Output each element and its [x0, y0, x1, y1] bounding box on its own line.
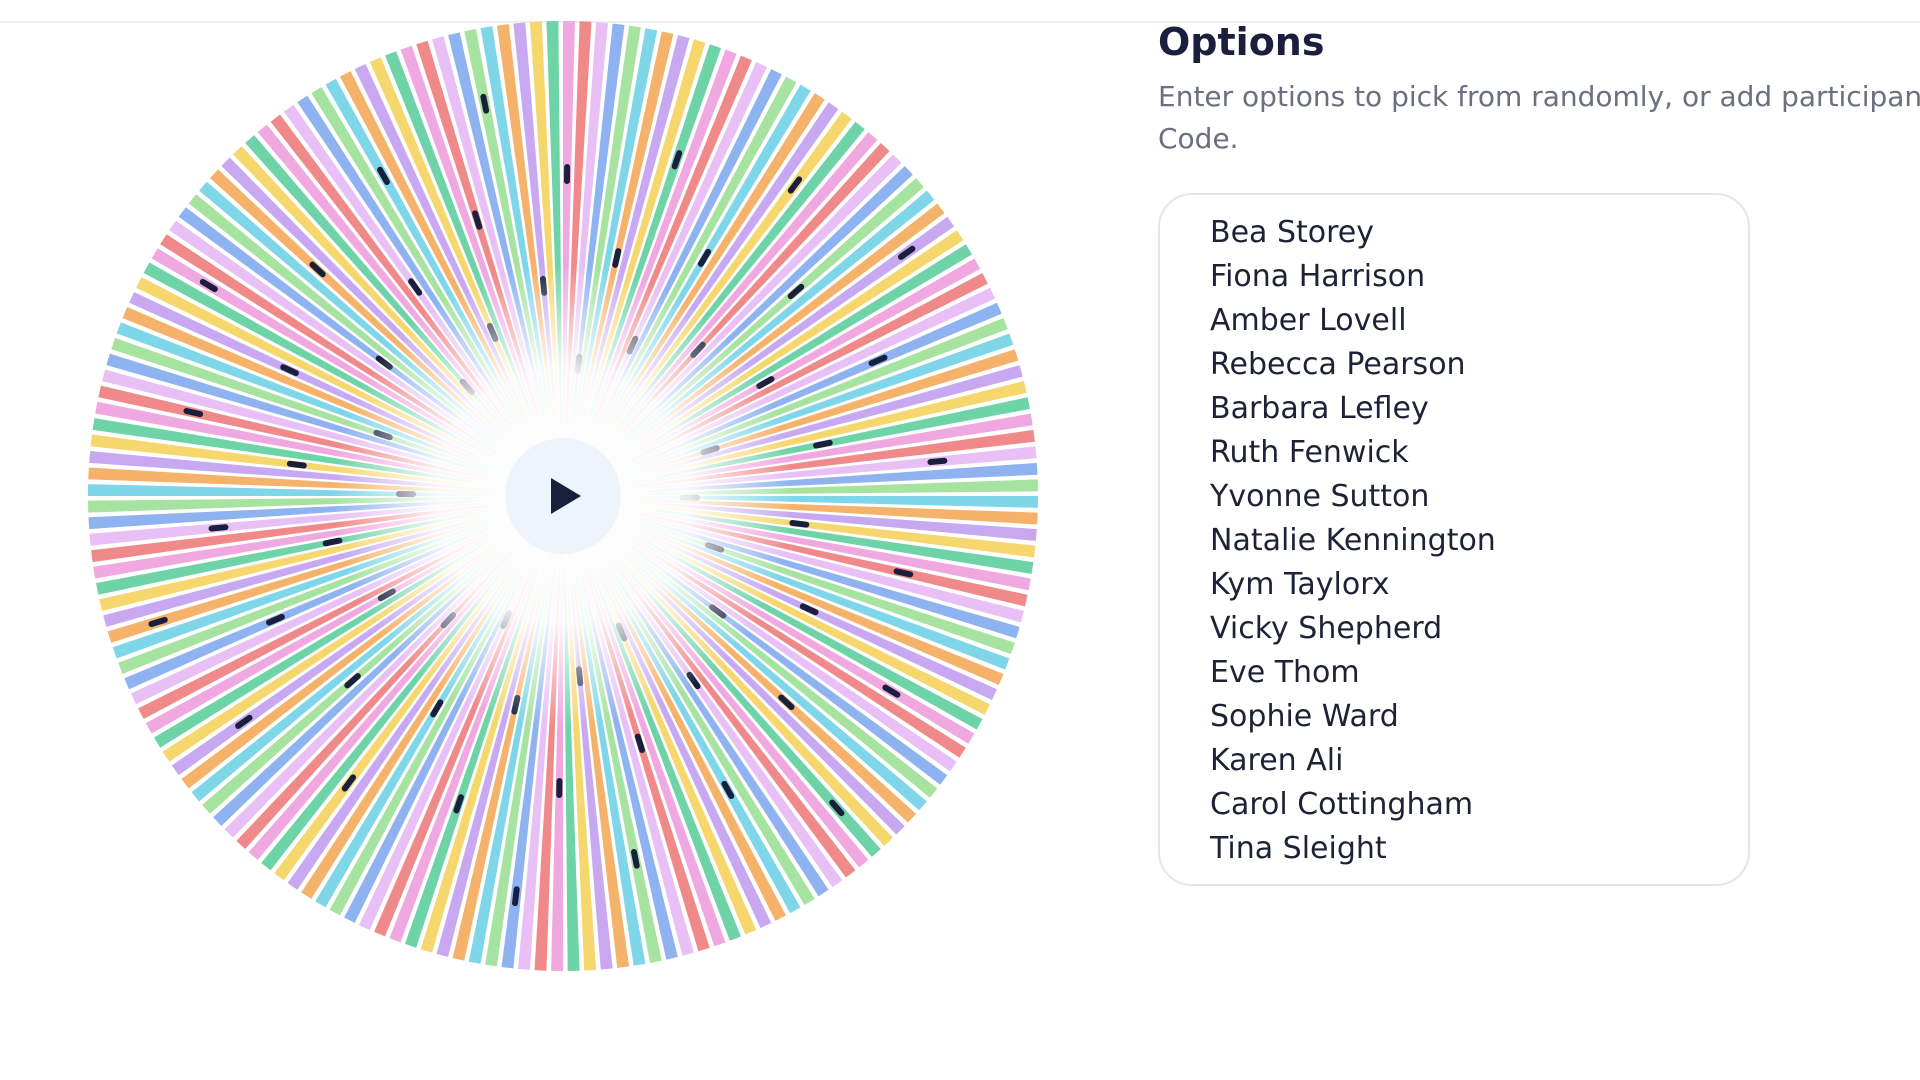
spin-wheel[interactable]: [0, 0, 1130, 1080]
slice-label-fragment: [631, 848, 640, 869]
options-textbox[interactable]: Bea Storey Fiona Harrison Amber Lovell Rebe…: [1158, 193, 1750, 886]
slice-label-fragment: [266, 613, 285, 626]
option-item[interactable]: Tina Sleight: [1210, 831, 1387, 866]
slice-label-fragment: [671, 150, 683, 170]
option-item[interactable]: Natalie Kennington: [1210, 523, 1496, 558]
slice-label-fragment: [813, 439, 833, 449]
option-item[interactable]: Eve Thom: [1210, 655, 1360, 690]
slice-label-fragment: [787, 283, 805, 300]
slice-label-fragment: [787, 176, 803, 194]
slice-label-fragment: [480, 93, 490, 114]
slice-label-fragment: [512, 886, 520, 907]
option-item[interactable]: Yvonne Sutton: [1210, 479, 1430, 514]
slice-label-fragment: [799, 603, 819, 616]
slice-label-fragment: [286, 460, 307, 469]
slice-label-fragment: [199, 278, 218, 293]
slice-label-fragment: [341, 774, 357, 792]
description-line: Enter options to pick from randomly, or …: [1158, 80, 1920, 113]
slice-label-fragment: [868, 354, 888, 367]
slice-label-fragment: [280, 364, 299, 377]
option-item[interactable]: Vicky Shepherd: [1210, 611, 1443, 646]
slice-label-fragment: [778, 694, 795, 710]
option-item[interactable]: Amber Lovell: [1210, 303, 1407, 338]
slice-label-fragment: [927, 457, 948, 466]
option-item[interactable]: Fiona Harrison: [1210, 259, 1426, 294]
options-title: Options: [1158, 20, 1325, 64]
slice-label-fragment: [897, 245, 916, 260]
slice-label-fragment: [235, 714, 253, 729]
play-icon: [551, 478, 581, 514]
slice-label-fragment: [697, 248, 712, 267]
slice-label-fragment: [612, 248, 622, 268]
slice-label-fragment: [408, 278, 423, 296]
slice-label-fragment: [721, 780, 735, 800]
option-item[interactable]: Barbara Lefley: [1210, 391, 1429, 426]
slice-label-fragment: [309, 261, 326, 278]
option-item[interactable]: Carol Cottingham: [1210, 787, 1474, 822]
slice-label-fragment: [472, 210, 483, 230]
option-item[interactable]: Kym Taylorx: [1210, 567, 1390, 602]
slice-label-fragment: [789, 520, 810, 528]
option-item[interactable]: Ruth Fenwick: [1210, 435, 1409, 470]
option-item[interactable]: Rebecca Pearson: [1210, 347, 1466, 382]
slice-label-fragment: [208, 524, 229, 532]
slice-label-fragment: [893, 568, 914, 578]
options-description: Enter options to pick from randomly, or …: [1158, 76, 1920, 160]
option-item[interactable]: Bea Storey: [1210, 215, 1375, 250]
option-item[interactable]: Sophie Ward: [1210, 699, 1399, 734]
slice-label-fragment: [344, 673, 361, 689]
slice-label-fragment: [829, 799, 845, 817]
slice-label-fragment: [430, 699, 444, 718]
slice-label-fragment: [148, 616, 168, 628]
slice-label-fragment: [377, 166, 390, 185]
slice-label-fragment: [634, 733, 646, 753]
slice-label-fragment: [882, 684, 901, 698]
description-line: Code.: [1158, 122, 1239, 155]
slice-label-fragment: [453, 794, 464, 814]
top-divider: [0, 21, 1920, 23]
option-item[interactable]: Karen Ali: [1210, 743, 1344, 778]
slice-label-fragment: [322, 537, 343, 547]
slice-label-fragment: [183, 408, 204, 418]
